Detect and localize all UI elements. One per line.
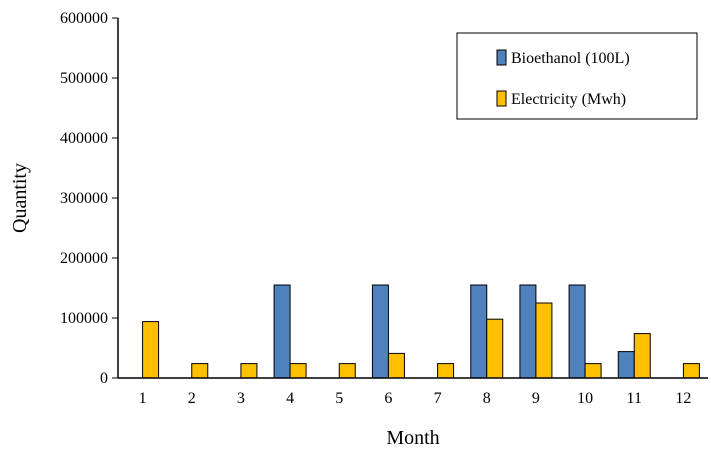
bar-electricity-month-11 xyxy=(633,333,651,379)
x-tick-label-7: 7 xyxy=(434,390,442,407)
bar-electricity-month-6 xyxy=(387,352,405,379)
x-tick-label-3: 3 xyxy=(237,390,245,407)
bar-electricity-month-12 xyxy=(682,363,700,379)
bar-electricity-month-3 xyxy=(240,363,258,379)
x-tick-label-6: 6 xyxy=(384,390,392,407)
bar-electricity-month-5 xyxy=(338,363,356,379)
legend-swatch-bioethanol xyxy=(496,49,507,66)
bar-electricity-month-10 xyxy=(584,363,602,379)
bar-bioethanol-month-8 xyxy=(470,284,488,379)
x-tick-label-10: 10 xyxy=(577,390,593,407)
x-tick-label-5: 5 xyxy=(335,390,343,407)
bar-bioethanol-month-10 xyxy=(568,284,586,379)
y-tick-label-300000: 300000 xyxy=(60,190,108,207)
bar-bioethanol-month-11 xyxy=(617,351,635,379)
y-tick-label-0: 0 xyxy=(100,370,108,387)
bars-layer xyxy=(142,284,700,379)
bar-electricity-month-7 xyxy=(437,363,455,379)
y-tick-label-400000: 400000 xyxy=(60,130,108,147)
bar-bioethanol-month-9 xyxy=(519,284,537,379)
legend-label-electricity: Electricity (Mwh) xyxy=(511,91,626,108)
y-tick-label-600000: 600000 xyxy=(60,10,108,27)
bar-electricity-month-9 xyxy=(535,302,553,379)
y-tick-label-500000: 500000 xyxy=(60,70,108,87)
x-tick-label-11: 11 xyxy=(627,390,642,407)
bar-electricity-month-4 xyxy=(289,363,307,379)
y-tick-label-200000: 200000 xyxy=(60,250,108,267)
x-tick-label-2: 2 xyxy=(188,390,196,407)
x-tick-label-4: 4 xyxy=(286,390,294,407)
x-tick-label-12: 12 xyxy=(675,390,691,407)
bar-bioethanol-month-4 xyxy=(273,284,291,379)
legend: Bioethanol (100L) Electricity (Mwh) xyxy=(456,32,698,120)
x-tick-label-9: 9 xyxy=(532,390,540,407)
bar-electricity-month-2 xyxy=(191,363,209,379)
y-axis-title: Quantity xyxy=(9,163,31,233)
x-tick-label-1: 1 xyxy=(139,390,147,407)
x-tick-label-8: 8 xyxy=(483,390,491,407)
y-ticks: 0 100000 200000 300000 400000 500000 600000 xyxy=(60,10,118,387)
x-ticks: 1 2 3 4 5 6 7 8 9 10 11 12 xyxy=(139,390,692,407)
legend-label-bioethanol: Bioethanol (100L) xyxy=(511,50,630,67)
bar-electricity-month-1 xyxy=(142,321,160,379)
bar-bioethanol-month-6 xyxy=(371,284,389,379)
x-axis-title: Month xyxy=(386,427,439,449)
y-tick-label-100000: 100000 xyxy=(60,310,108,327)
bar-electricity-month-8 xyxy=(486,318,504,379)
legend-swatch-electricity xyxy=(496,90,507,107)
